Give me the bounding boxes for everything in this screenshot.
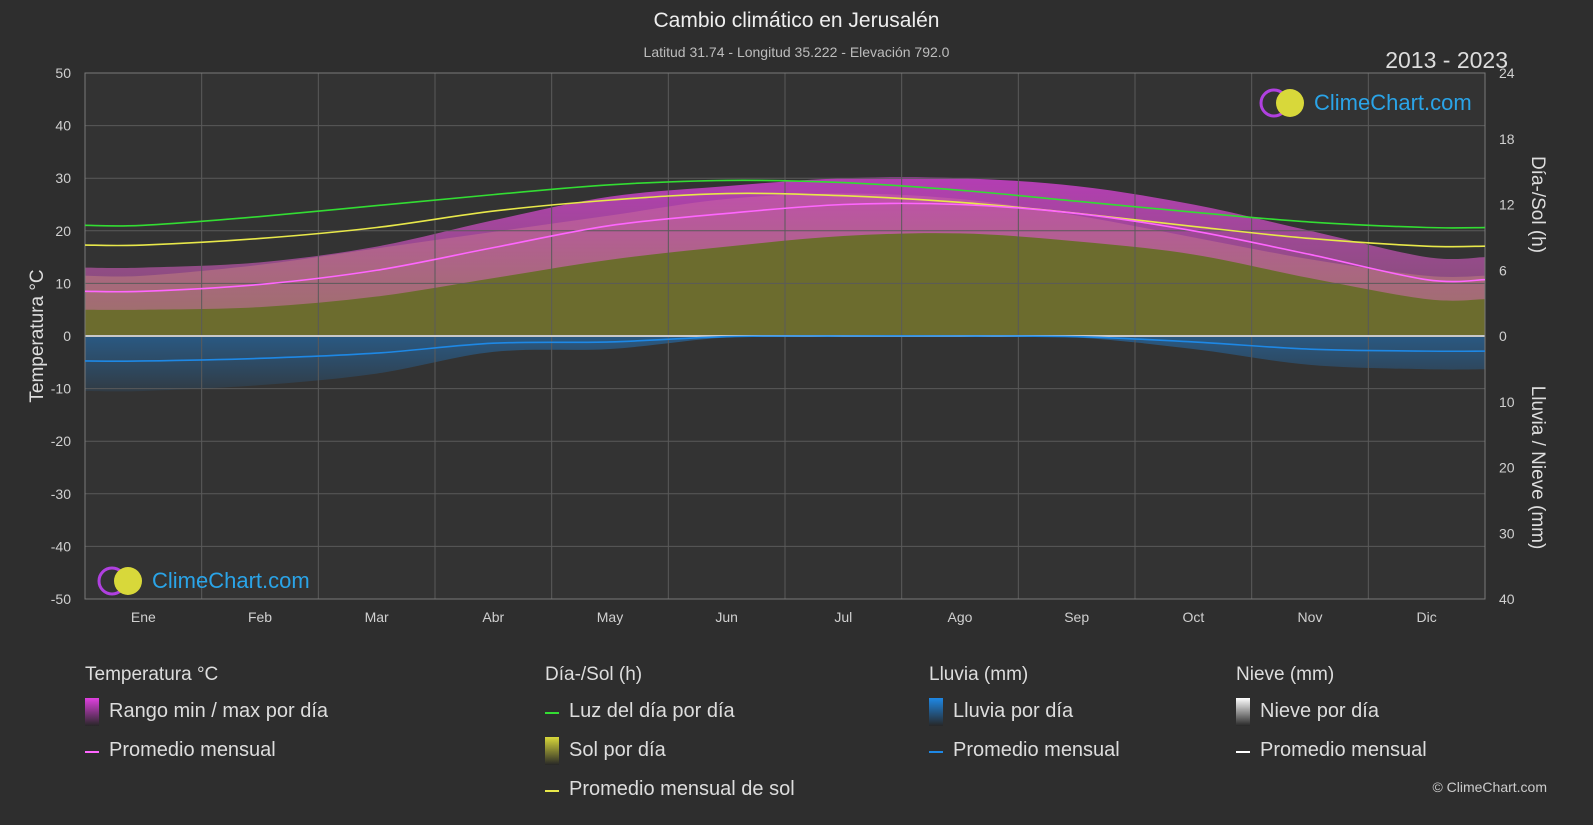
x-tick-label: Abr [482, 609, 504, 625]
y-axis-title-right-top: Día-/Sol (h) [1527, 156, 1548, 253]
legend-column: Día-/Sol (h) Luz del día por día Sol por d… [545, 664, 795, 815]
x-tick-label: Jun [715, 609, 738, 625]
y-tick-label-right-bottom: 30 [1499, 525, 1515, 541]
y-tick-label-right-bottom: 40 [1499, 591, 1515, 607]
x-tick-label: Ene [131, 609, 156, 625]
legend-title: Temperatura °C [85, 664, 219, 685]
legend-label: Luz del día por día [569, 700, 735, 722]
logo-bottom[interactable]: ClimeChart.com [96, 564, 310, 598]
legend-column: Temperatura °C Rango min / max por día Pro… [85, 664, 328, 776]
y-tick-label-left: 30 [55, 170, 71, 186]
y-tick-label-left: 20 [55, 223, 71, 239]
legend-swatch [929, 751, 943, 753]
x-tick-label: Jul [834, 609, 852, 625]
logo-icon [97, 566, 142, 596]
daylight-line [84, 179, 1486, 229]
x-tick-label: May [597, 609, 623, 625]
legend-label: Nieve por día [1260, 700, 1379, 722]
y-tick-label-right-top: 6 [1499, 262, 1507, 278]
legend-title: Lluvia (mm) [929, 664, 1029, 685]
logo-text: ClimeChart.com [152, 568, 310, 593]
legend-item: Promedio mensual [85, 737, 276, 776]
legend-swatch [545, 712, 559, 714]
legend-swatch [929, 698, 943, 726]
x-tick-label: Mar [365, 609, 389, 625]
legend-label: Lluvia por día [953, 700, 1074, 722]
legend-item: Lluvia por día [929, 698, 1073, 737]
copyright: © ClimeChart.com [1432, 779, 1547, 795]
rain-average-line [84, 335, 1486, 362]
y-tick-label-left: -30 [51, 486, 71, 502]
x-tick-label: Ago [948, 609, 973, 625]
legend-label: Promedio mensual [1260, 739, 1427, 761]
y-tick-label-left: -50 [51, 591, 71, 607]
y-tick-label-left: -10 [51, 381, 71, 397]
legend-label: Promedio mensual de sol [569, 778, 795, 800]
logo-top[interactable]: ClimeChart.com [1258, 86, 1472, 120]
legend-swatch [1236, 698, 1250, 726]
logo-text: ClimeChart.com [1314, 90, 1472, 115]
chart-title: Cambio climático en Jerusalén [653, 9, 940, 32]
y-tick-label-left: 50 [55, 65, 71, 81]
climate-chart: 50 40 30 20 10 0 -10 -20 -30 -40 -50 24 18 12 6 0 10 20 30… [27, 65, 1548, 625]
legend-title: Nieve (mm) [1236, 664, 1335, 685]
legend-item: Promedio mensual [1236, 737, 1427, 776]
legend-item: Promedio mensual de sol [545, 776, 795, 815]
year-range: 2013 - 2023 [1385, 47, 1508, 73]
y-tick-label-left: 10 [55, 275, 71, 291]
logo-icon [1259, 88, 1304, 118]
legend-swatch [1236, 751, 1250, 753]
x-tick-label: Oct [1182, 609, 1204, 625]
legend-label: Sol por día [569, 739, 666, 761]
x-tick-label: Dic [1417, 609, 1437, 625]
y-tick-label-left: -40 [51, 538, 71, 554]
legend-label: Promedio mensual [953, 739, 1120, 761]
sun-average-line [84, 192, 1486, 248]
x-tick-label: Feb [248, 609, 272, 625]
y-tick-label-right-bottom: 10 [1499, 394, 1515, 410]
plot-border [84, 72, 1486, 600]
y-tick-label-right-top: 0 [1499, 328, 1507, 344]
legend-item: Nieve por día [1236, 698, 1379, 737]
y-tick-label-left: -20 [51, 433, 71, 449]
legend-swatch [545, 790, 559, 792]
legend-swatch [85, 698, 99, 726]
legend-swatch [545, 737, 559, 765]
legend-column: Nieve (mm) Nieve por día Promedio mensual [1236, 664, 1427, 776]
y-tick-label-right-top: 12 [1499, 197, 1515, 213]
y-tick-label-right-top: 18 [1499, 131, 1515, 147]
legend-swatch [85, 751, 99, 753]
y-tick-label-right-bottom: 20 [1499, 460, 1515, 476]
legend-label: Promedio mensual [109, 739, 276, 761]
legend-item: Luz del día por día [545, 698, 735, 737]
legend-label: Rango min / max por día [109, 700, 328, 722]
y-tick-label-left: 0 [63, 328, 71, 344]
chart-subtitle: Latitud 31.74 - Longitud 35.222 - Elevac… [643, 44, 950, 60]
legend-item: Sol por día [545, 737, 666, 776]
legend-item: Rango min / max por día [85, 698, 328, 737]
x-tick-label: Nov [1298, 609, 1323, 625]
legend-title: Día-/Sol (h) [545, 664, 643, 685]
x-tick-label: Sep [1064, 609, 1089, 625]
y-tick-label-left: 40 [55, 118, 71, 134]
legend-item: Promedio mensual [929, 737, 1120, 776]
y-axis-title-right-bottom: Lluvia / Nieve (mm) [1527, 386, 1548, 550]
temperature-average-line [84, 202, 1486, 293]
legend-column: Lluvia (mm) Lluvia por día Promedio mensua… [929, 664, 1120, 776]
y-axis-title-left: Temperatura °C [27, 269, 48, 402]
y-tick-label-right-top: 24 [1499, 65, 1515, 81]
